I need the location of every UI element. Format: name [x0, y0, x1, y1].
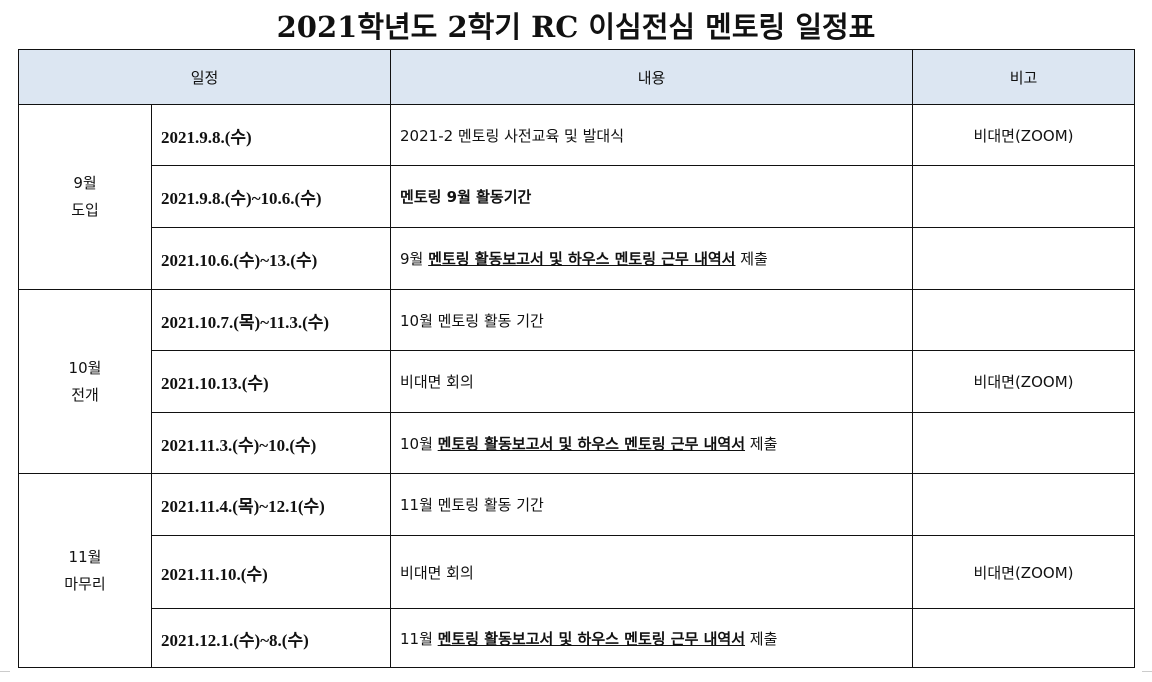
phase-month: 10월: [68, 358, 102, 377]
note-cell: [912, 165, 1136, 228]
table-row: 2021.9.8.(수)~10.6.(수) 멘토링 9월 활동기간: [19, 165, 1136, 228]
schedule-table: 일정 내용 비고 9월 도입 2021.9.8.(수) 2021-2 멘토링 사전교육…: [17, 49, 1136, 668]
note-cell: [912, 289, 1136, 351]
note-cell: [912, 473, 1136, 536]
content-text: 비대면 회의: [400, 563, 474, 582]
table-row: 2021.10.13.(수) 비대면 회의 비대면(ZOOM): [19, 350, 1136, 413]
date-cell: 2021.10.6.(수)~13.(수): [150, 227, 392, 290]
table-row: 2021.11.10.(수) 비대면 회의 비대면(ZOOM): [19, 535, 1136, 609]
phase-month: 11월: [68, 547, 102, 566]
content-text: 10월 멘토링 활동 기간: [400, 311, 544, 330]
note-cell: 비대면(ZOOM): [912, 104, 1136, 166]
note-cell: 비대면(ZOOM): [912, 535, 1136, 609]
phase-name: 마무리: [64, 574, 106, 593]
content-text: 비대면 회의: [400, 373, 474, 391]
table-row: 2021.11.3.(수)~10.(수) 10월 멘토링 활동보고서 및 하우스 …: [19, 412, 1136, 474]
content-underlined: 멘토링 활동보고서 및 하우스 멘토링 근무 내역서: [437, 629, 746, 648]
content-underlined: 멘토링 활동보고서 및 하우스 멘토링 근무 내역서: [437, 434, 746, 453]
date-cell: 2021.9.8.(수)~10.6.(수): [150, 165, 392, 228]
table-row: 9월 도입 2021.9.8.(수) 2021-2 멘토링 사전교육 및 발대식 비대면…: [18, 104, 1136, 290]
note-cell: [912, 412, 1136, 474]
note-cell: [912, 227, 1136, 290]
content-suffix: 제출: [745, 434, 778, 453]
content-cell: 비대면 회의: [390, 350, 914, 413]
date-cell: 2021.10.7.(목)~11.3.(수): [150, 289, 392, 351]
note-cell: [912, 608, 1136, 668]
date-cell: 2021.12.1.(수)~8.(수): [150, 608, 392, 668]
content-suffix: 제출: [735, 250, 768, 268]
table-row: 2021.10.6.(수)~13.(수) 9월 멘토링 활동보고서 및 하우스 멘…: [19, 227, 1136, 290]
page-corner-mark: [1142, 671, 1152, 682]
content-text: 멘토링 9월 활동기간: [400, 188, 532, 206]
content-cell: 비대면 회의: [390, 535, 914, 609]
content-text: 10월: [400, 434, 438, 453]
table-row: 10월 전개 2021.10.7.(목)~11.3.(수) 10월 멘토링 활동 기간: [18, 289, 1136, 474]
header-note: 비고: [912, 49, 1136, 105]
content-text: 9월: [400, 250, 429, 268]
content-cell: 멘토링 9월 활동기간: [390, 165, 914, 228]
content-cell: 11월 멘토링 활동 기간: [390, 473, 914, 536]
content-suffix: 제출: [745, 629, 778, 648]
table-row: 2021.12.1.(수)~8.(수) 11월 멘토링 활동보고서 및 하우스 멘…: [19, 608, 1136, 668]
content-cell: 10월 멘토링 활동 기간: [390, 289, 914, 351]
date-cell: 2021.11.4.(목)~12.1(수): [150, 473, 392, 536]
content-cell: 2021-2 멘토링 사전교육 및 발대식: [390, 104, 914, 166]
content-cell: 9월 멘토링 활동보고서 및 하우스 멘토링 근무 내역서 제출: [390, 227, 914, 290]
content-underlined: 멘토링 활동보고서 및 하우스 멘토링 근무 내역서: [428, 250, 736, 268]
document-title: 2021학년도 2학기 RC 이심전심 멘토링 일정표: [276, 10, 876, 44]
content-cell: 11월 멘토링 활동보고서 및 하우스 멘토링 근무 내역서 제출: [390, 608, 914, 668]
content-text: 11월 멘토링 활동 기간: [400, 496, 544, 514]
phase-month: 9월: [73, 174, 97, 192]
date-cell: 2021.9.8.(수): [150, 104, 392, 166]
page-corner-mark: [0, 671, 10, 682]
content-text: 11월: [400, 629, 438, 648]
header-content: 내용: [390, 49, 914, 105]
header-schedule: 일정: [17, 49, 392, 105]
content-text: 2021-2 멘토링 사전교육 및 발대식: [400, 126, 625, 145]
table-row: 11월 마무리 2021.11.4.(목)~12.1(수) 11월 멘토링 활동 기간: [18, 473, 1136, 668]
content-cell: 10월 멘토링 활동보고서 및 하우스 멘토링 근무 내역서 제출: [390, 412, 914, 474]
date-cell: 2021.11.10.(수): [150, 535, 392, 609]
note-cell: 비대면(ZOOM): [912, 350, 1136, 413]
table-header-row: 일정 내용 비고: [17, 49, 1136, 105]
date-cell: 2021.11.3.(수)~10.(수): [150, 412, 392, 474]
phase-name: 전개: [71, 385, 99, 404]
phase-name: 도입: [71, 201, 99, 219]
date-cell: 2021.10.13.(수): [150, 350, 392, 413]
